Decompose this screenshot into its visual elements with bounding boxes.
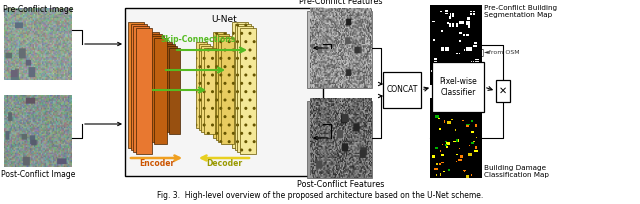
- Text: Skip-Connections: Skip-Connections: [161, 35, 236, 44]
- Bar: [204, 48, 214, 134]
- Bar: [196, 42, 207, 128]
- Bar: [239, 28, 255, 154]
- Bar: [148, 34, 161, 140]
- Bar: [163, 44, 175, 130]
- Bar: [128, 22, 144, 148]
- Bar: [198, 44, 209, 130]
- Bar: [151, 36, 164, 142]
- Text: 🔍: 🔍: [479, 49, 484, 58]
- Bar: [383, 72, 421, 108]
- Text: Pixel-wise
Classifier: Pixel-wise Classifier: [439, 77, 477, 97]
- Bar: [432, 62, 484, 112]
- Bar: [131, 24, 147, 150]
- Text: Building Damage
Classification Map: Building Damage Classification Map: [484, 165, 549, 178]
- Text: Decoder: Decoder: [206, 159, 242, 167]
- Bar: [237, 26, 253, 152]
- Text: Pre-Conflict Image: Pre-Conflict Image: [3, 5, 73, 14]
- Bar: [234, 24, 250, 150]
- Text: Pre-Conflict Building
Segmentation Map: Pre-Conflict Building Segmentation Map: [484, 5, 557, 18]
- Bar: [166, 46, 177, 132]
- Bar: [307, 11, 372, 88]
- Bar: [307, 101, 372, 178]
- Text: ◄from OSM: ◄from OSM: [484, 51, 520, 55]
- Bar: [218, 36, 231, 142]
- Bar: [201, 46, 212, 132]
- Bar: [133, 26, 149, 152]
- Text: Post-Conflict Features: Post-Conflict Features: [298, 180, 385, 189]
- Bar: [136, 28, 152, 154]
- Text: ✕: ✕: [499, 86, 507, 96]
- Bar: [154, 38, 166, 144]
- Text: U-Net: U-Net: [211, 15, 237, 24]
- Bar: [146, 32, 159, 138]
- Text: CONCAT: CONCAT: [387, 85, 418, 94]
- Bar: [168, 48, 179, 134]
- Text: Encoder: Encoder: [140, 159, 175, 167]
- Bar: [213, 32, 226, 138]
- Bar: [125, 8, 323, 176]
- Bar: [161, 42, 172, 128]
- Text: Post-Conflict Image: Post-Conflict Image: [1, 170, 75, 179]
- Text: Pre-Conflict Features: Pre-Conflict Features: [300, 0, 383, 6]
- Bar: [232, 22, 248, 148]
- Bar: [216, 34, 228, 140]
- Bar: [496, 80, 510, 102]
- Bar: [221, 38, 234, 144]
- Text: Fig. 3.  High-level overview of the proposed architecture based on the U-Net sch: Fig. 3. High-level overview of the propo…: [157, 191, 483, 200]
